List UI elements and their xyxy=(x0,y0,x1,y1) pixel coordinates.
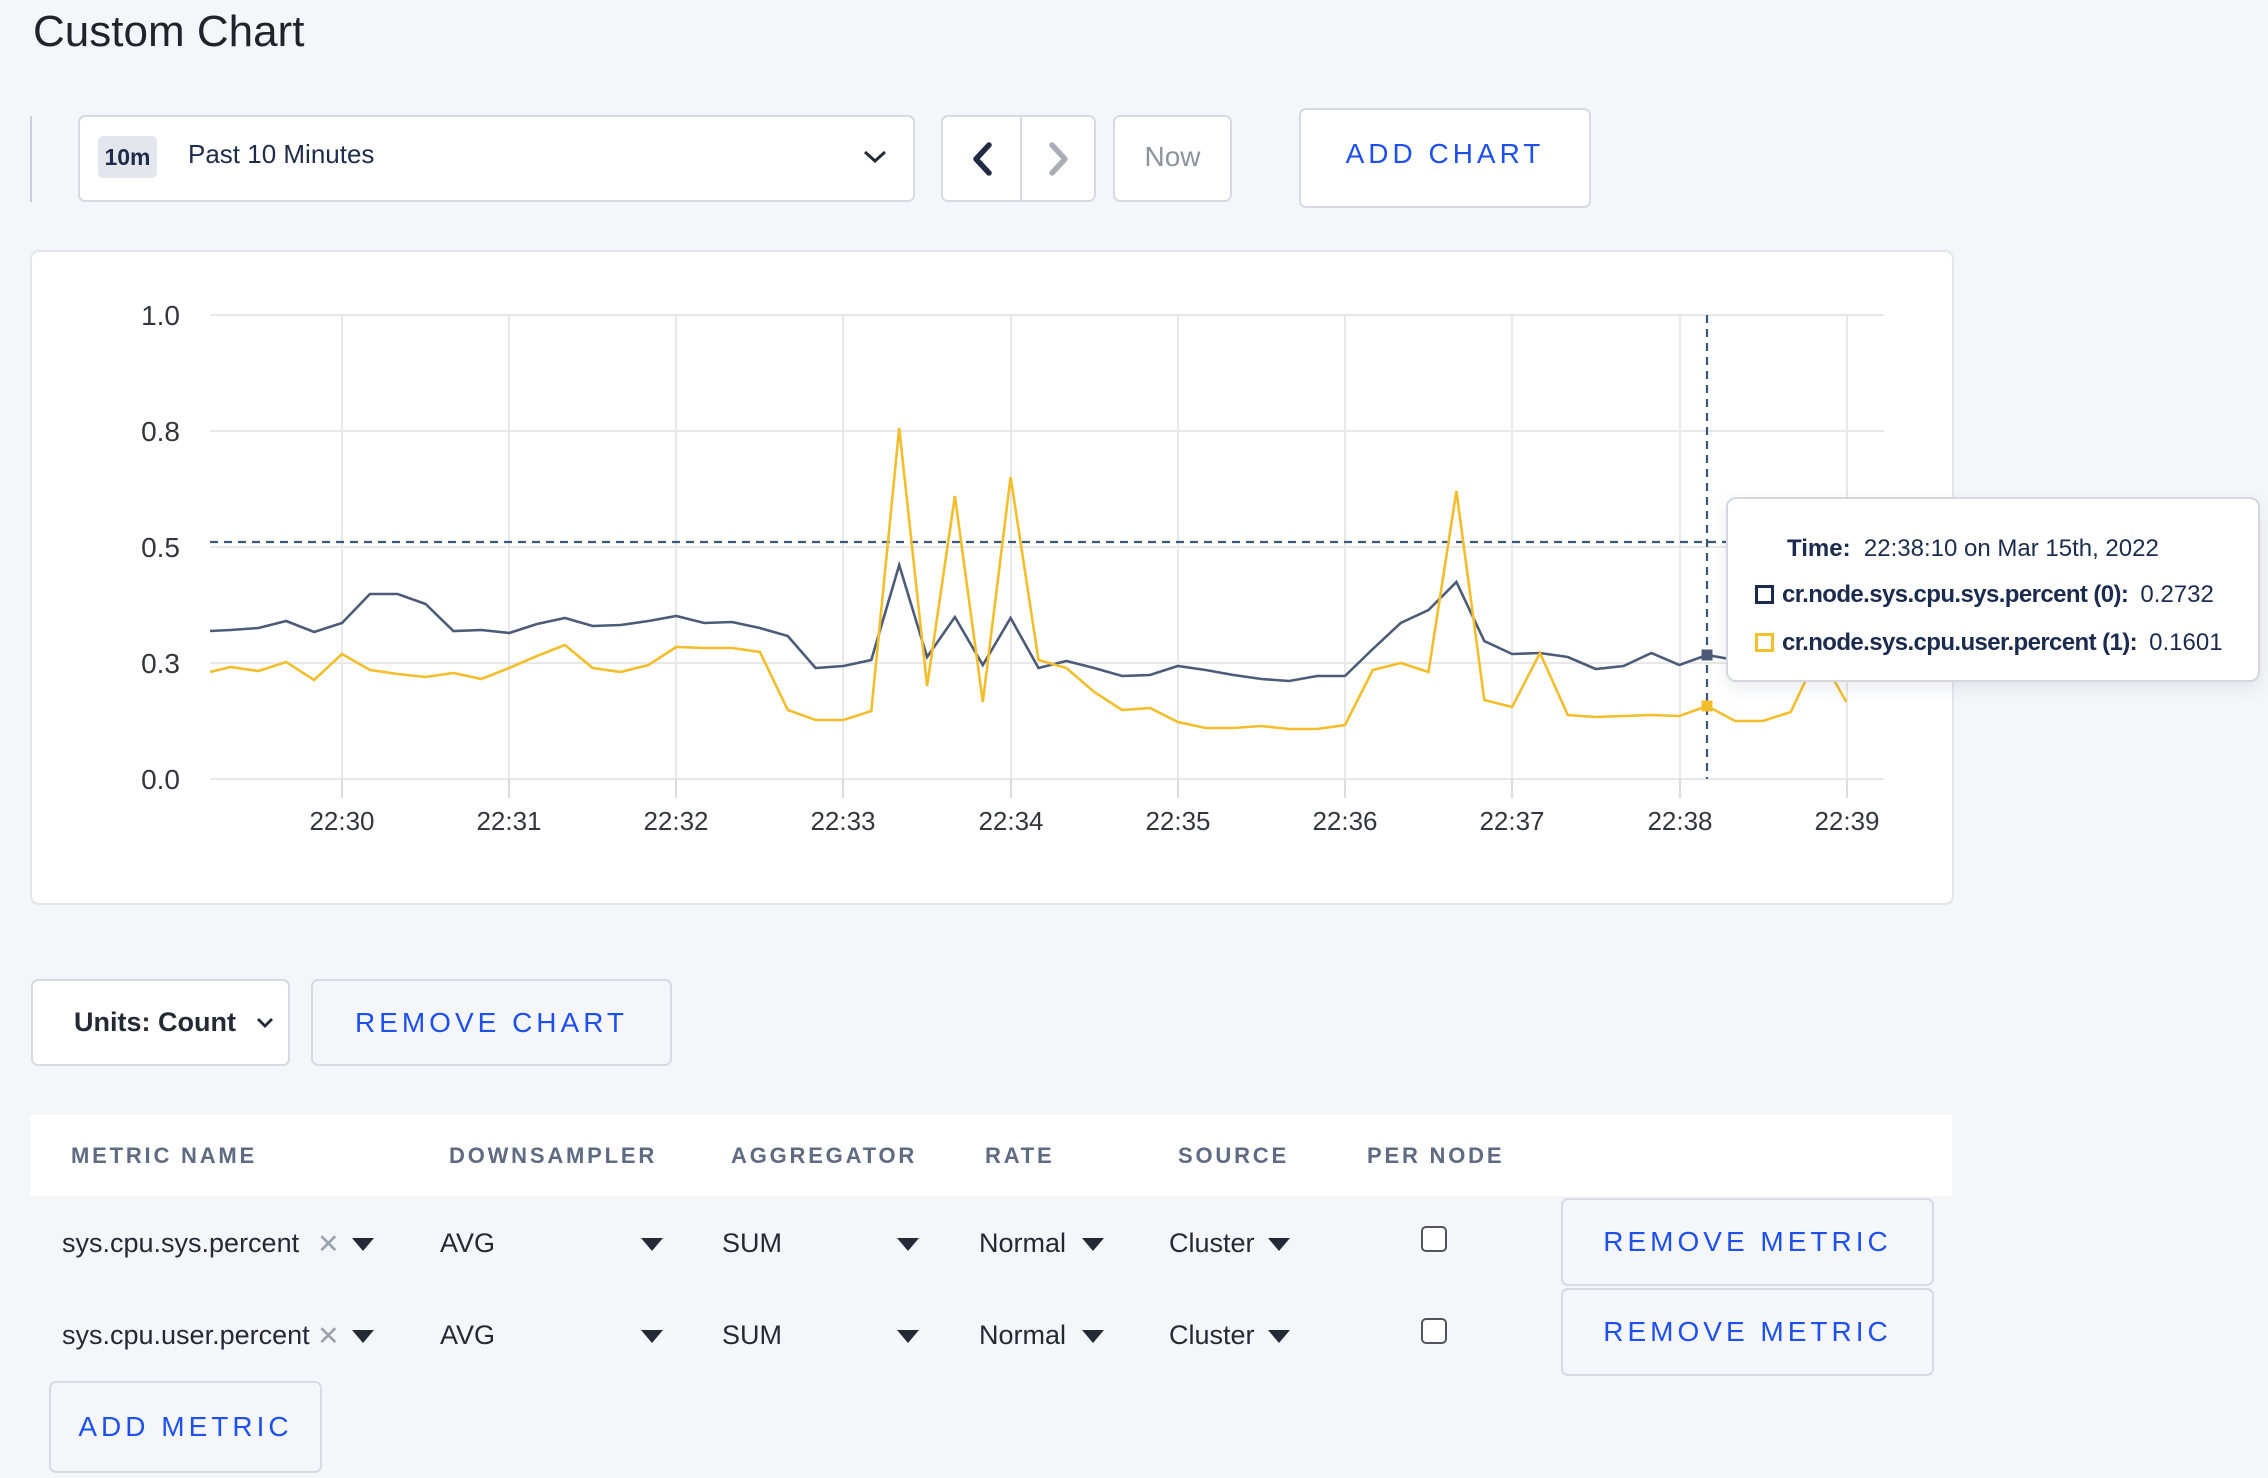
svg-text:0.3: 0.3 xyxy=(141,648,180,679)
svg-text:0.5: 0.5 xyxy=(141,532,180,563)
svg-text:22:36: 22:36 xyxy=(1312,806,1377,836)
svg-text:22:38: 22:38 xyxy=(1647,806,1712,836)
svg-text:22:35: 22:35 xyxy=(1145,806,1210,836)
svg-text:22:33: 22:33 xyxy=(810,806,875,836)
svg-text:1.0: 1.0 xyxy=(141,300,180,331)
svg-text:22:31: 22:31 xyxy=(476,806,541,836)
svg-text:22:39: 22:39 xyxy=(1814,806,1879,836)
svg-text:22:37: 22:37 xyxy=(1479,806,1544,836)
svg-text:22:34: 22:34 xyxy=(978,806,1043,836)
svg-text:0.8: 0.8 xyxy=(141,416,180,447)
svg-text:22:30: 22:30 xyxy=(309,806,374,836)
svg-text:22:32: 22:32 xyxy=(643,806,708,836)
svg-text:0.0: 0.0 xyxy=(141,764,180,795)
